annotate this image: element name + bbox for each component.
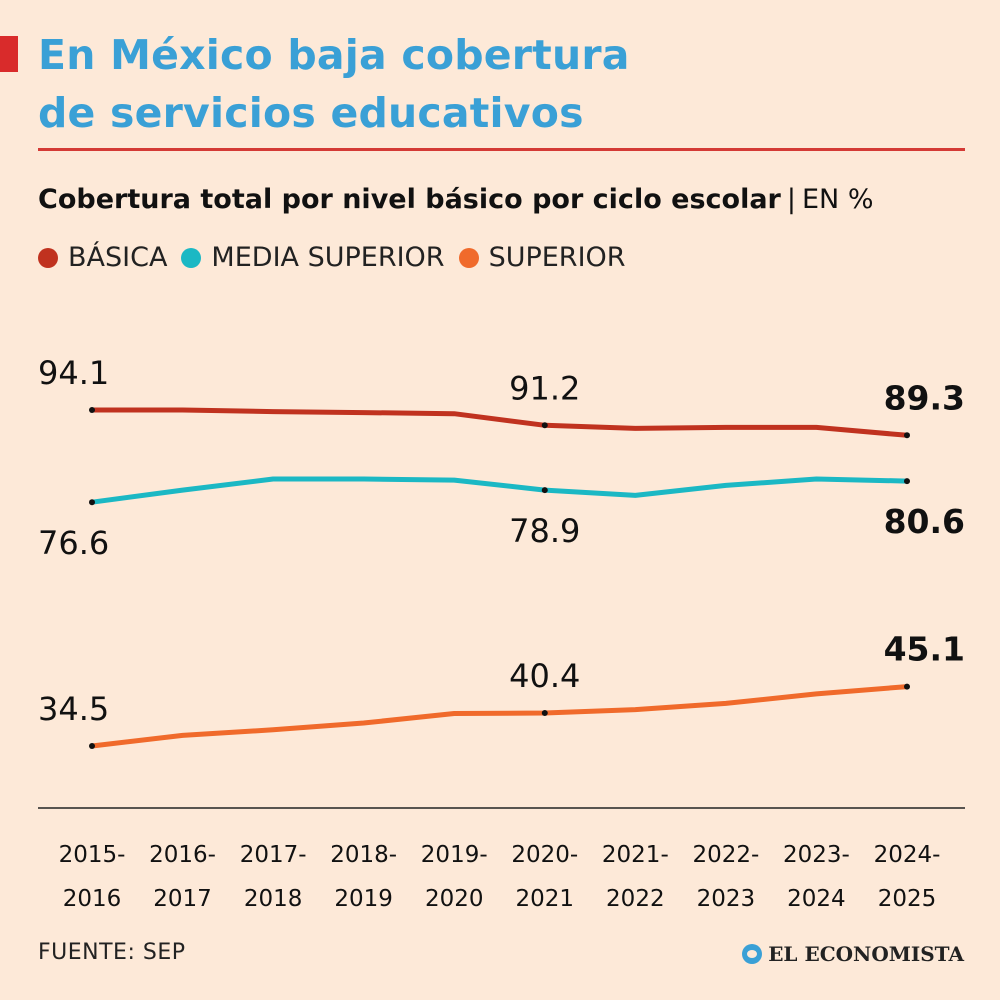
series-line-basica [89,407,910,438]
x-tick-label-8-1: 2024 [787,886,846,912]
x-tick-label-2-1: 2018 [244,886,303,912]
chart-subtitle: Cobertura total por nivel básico por cic… [38,180,873,220]
legend-label-basica: BÁSICA [68,242,168,273]
legend-item-basica: BÁSICA [38,242,167,273]
data-point-superior-5 [541,709,548,716]
legend: BÁSICA MEDIA SUPERIOR SUPERIOR [38,242,626,273]
accent-bar [0,36,18,72]
x-tick-label-7-0: 2022- [692,842,759,868]
x-tick-label-5-1: 2021 [516,886,575,912]
data-point-superior-9 [904,683,910,690]
series-line-media [89,476,910,505]
legend-dot-basica [38,247,58,268]
subtitle-separator: | [786,184,796,215]
data-label-media-5: 78.9 [509,512,580,550]
x-tick-label-0-1: 2016 [63,886,122,912]
brand-icon [742,944,763,964]
brand-logo: EL ECONOMISTA [742,942,964,966]
source-note: FUENTE: SEP [38,940,186,965]
data-point-basica-5 [541,422,548,429]
data-label-superior-9: 45.1 [884,630,965,669]
x-tick-label-0-0: 2015- [59,842,126,868]
data-point-media-5 [541,487,548,494]
x-tick-label-2-0: 2017- [240,842,307,868]
legend-dot-media-superior [181,247,202,268]
x-tick-label-3-0: 2018- [330,842,397,868]
data-label-media-9: 80.6 [884,502,965,541]
subtitle-text: Cobertura total por nivel básico por cic… [38,184,781,215]
data-label-superior-5: 40.4 [509,657,580,695]
x-tick-label-3-1: 2019 [334,886,393,912]
data-point-basica-0 [89,407,95,413]
unit-label: EN % [801,184,874,215]
title-line-1: En México baja cobertura [38,31,630,79]
data-point-media-9 [904,478,910,485]
legend-label-media-superior: MEDIA SUPERIOR [211,242,445,273]
title-divider [38,148,965,151]
legend-label-superior: SUPERIOR [488,242,626,273]
series-line-superior [89,684,910,749]
legend-item-media-superior: MEDIA SUPERIOR [181,242,445,273]
data-point-basica-9 [904,432,910,439]
data-label-basica-5: 91.2 [509,369,580,407]
x-tick-label-1-1: 2017 [153,886,212,912]
x-tick-label-5-0: 2020- [511,842,578,868]
data-label-basica-0: 94.1 [38,354,109,392]
x-tick-label-4-1: 2020 [425,886,484,912]
data-point-media-0 [89,499,95,506]
data-point-superior-0 [89,743,95,749]
x-tick-label-9-0: 2024- [874,842,941,868]
x-tick-label-4-0: 2019- [421,842,488,868]
x-tick-label-7-1: 2023 [697,886,756,912]
legend-dot-superior [458,247,479,268]
data-label-basica-9: 89.3 [884,378,965,417]
title-line-2: de servicios educativos [38,89,584,137]
data-label-superior-0: 34.5 [38,690,109,728]
x-tick-label-8-0: 2023- [783,842,850,868]
chart-title: En México baja cobertura de servicios ed… [38,26,630,142]
x-tick-label-1-0: 2016- [149,842,216,868]
legend-item-superior: SUPERIOR [458,242,626,273]
x-tick-label-6-1: 2022 [606,886,665,912]
x-tick-label-9-1: 2025 [878,886,937,912]
data-label-media-0: 76.6 [38,524,109,562]
brand-name: EL ECONOMISTA [768,942,964,966]
x-tick-label-6-0: 2021- [602,842,669,868]
